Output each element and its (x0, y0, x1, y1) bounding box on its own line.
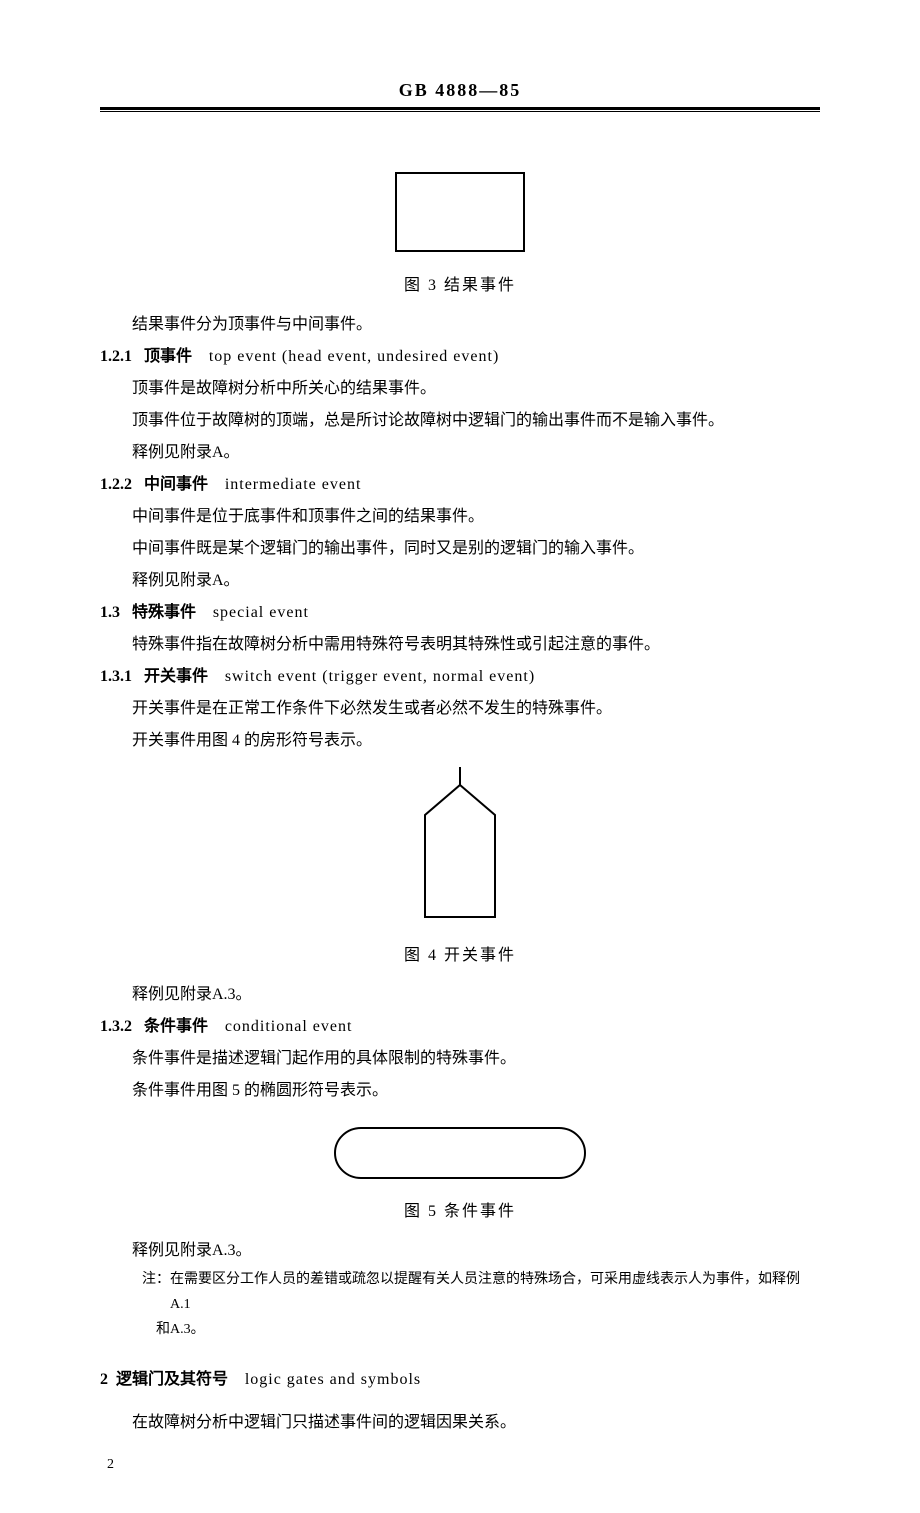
heading-num: 1.3.1 (100, 668, 132, 685)
para-after-fig4: 释例见附录A.3。 (100, 979, 820, 1011)
heading-zh: 开关事件 (144, 668, 208, 685)
para-2-a: 在故障树分析中逻辑门只描述事件间的逻辑因果关系。 (100, 1407, 820, 1439)
heading-num: 2 (100, 1371, 108, 1388)
para-1-3-a: 特殊事件指在故障树分析中需用特殊符号表明其特殊性或引起注意的事件。 (100, 629, 820, 661)
para-1-2-2-b: 中间事件既是某个逻辑门的输出事件，同时又是别的逻辑门的输入事件。 (100, 533, 820, 565)
figure-5 (100, 1123, 820, 1183)
heading-en: switch event (trigger event, normal even… (225, 668, 535, 685)
heading-zh: 特殊事件 (132, 604, 196, 621)
figure-5-caption: 图 5 条件事件 (100, 1197, 820, 1221)
para-1-2-2-a: 中间事件是位于底事件和顶事件之间的结果事件。 (100, 501, 820, 533)
figure-3-caption: 图 3 结果事件 (100, 271, 820, 295)
heading-en: logic gates and symbols (245, 1371, 421, 1388)
heading-en: conditional event (225, 1018, 353, 1035)
note-line-2: 和A.3。 (100, 1317, 820, 1342)
figure-4-house-icon (410, 767, 510, 927)
heading-en: intermediate event (225, 476, 362, 493)
heading-num: 1.2.2 (100, 476, 132, 493)
heading-zh: 逻辑门及其符号 (116, 1371, 228, 1388)
heading-num: 1.3 (100, 604, 120, 621)
para-after-fig5: 释例见附录A.3。 (100, 1235, 820, 1267)
page-content: GB 4888—85 图 3 结果事件 结果事件分为顶事件与中间事件。 1.2.… (0, 0, 920, 1513)
figure-4 (100, 767, 820, 927)
figure-5-ellipse-icon (330, 1123, 590, 1183)
para-1-2-1-a: 顶事件是故障树分析中所关心的结果事件。 (100, 373, 820, 405)
para-1-3-2-b: 条件事件用图 5 的椭圆形符号表示。 (100, 1075, 820, 1107)
heading-1-2-1: 1.2.1 顶事件 top event (head event, undesir… (100, 341, 820, 373)
figure-3-rectangle (395, 172, 525, 252)
heading-1-3-1: 1.3.1 开关事件 switch event (trigger event, … (100, 661, 820, 693)
heading-zh: 顶事件 (144, 348, 192, 365)
para-1-3-2-a: 条件事件是描述逻辑门起作用的具体限制的特殊事件。 (100, 1043, 820, 1075)
intro-line-fig3: 结果事件分为顶事件与中间事件。 (100, 309, 820, 341)
heading-zh: 条件事件 (144, 1018, 208, 1035)
heading-zh: 中间事件 (144, 476, 208, 493)
para-1-2-1-b: 顶事件位于故障树的顶端，总是所讨论故障树中逻辑门的输出事件而不是输入事件。 (100, 405, 820, 437)
para-1-3-1-b: 开关事件用图 4 的房形符号表示。 (100, 725, 820, 757)
para-1-2-2-c: 释例见附录A。 (100, 565, 820, 597)
page-number: 2 (100, 1457, 820, 1473)
standard-code: GB 4888—85 (100, 80, 820, 101)
figure-4-caption: 图 4 开关事件 (100, 941, 820, 965)
heading-1-3-2: 1.3.2 条件事件 conditional event (100, 1011, 820, 1043)
heading-en: special event (213, 604, 309, 621)
header-rule (100, 107, 820, 112)
heading-en: top event (head event, undesired event) (209, 348, 499, 365)
heading-1-2-2: 1.2.2 中间事件 intermediate event (100, 469, 820, 501)
heading-1-3: 1.3 特殊事件 special event (100, 597, 820, 629)
heading-num: 1.2.1 (100, 348, 132, 365)
figure-3 (100, 172, 820, 257)
heading-num: 1.3.2 (100, 1018, 132, 1035)
heading-2: 2 逻辑门及其符号 logic gates and symbols (100, 1365, 820, 1389)
para-1-3-1-a: 开关事件是在正常工作条件下必然发生或者必然不发生的特殊事件。 (100, 693, 820, 725)
note-line-1: 注：在需要区分工作人员的差错或疏忽以提醒有关人员注意的特殊场合，可采用虚线表示人… (128, 1267, 820, 1317)
para-1-2-1-c: 释例见附录A。 (100, 437, 820, 469)
